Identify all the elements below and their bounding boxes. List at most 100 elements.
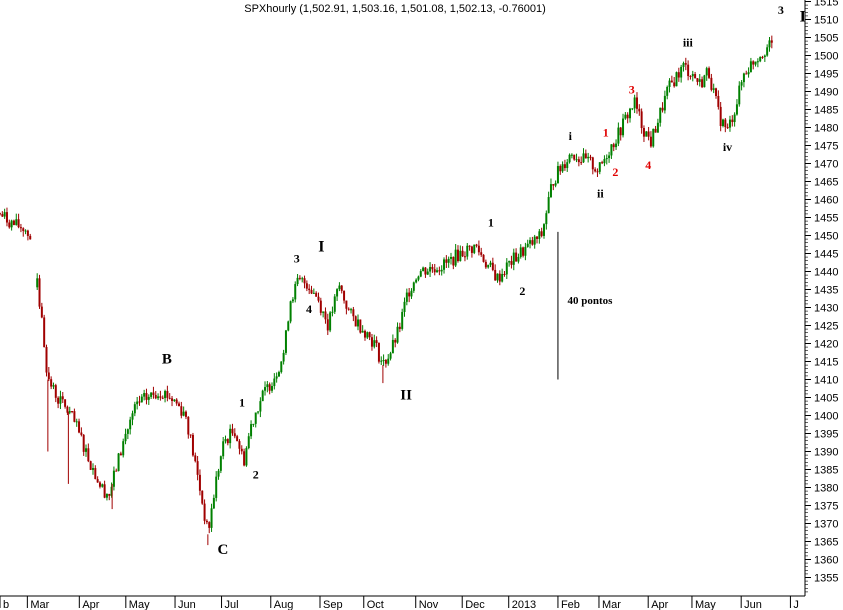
- candle-body: [412, 282, 415, 291]
- candle-body: [719, 106, 722, 127]
- candle-body: [17, 219, 20, 228]
- candle-body: [78, 421, 81, 433]
- candle-body: [322, 311, 325, 313]
- candle-body: [71, 411, 74, 413]
- candle-body: [289, 301, 292, 322]
- candle-body: [75, 421, 78, 423]
- candle-body: [315, 292, 318, 297]
- candle-body: [635, 97, 638, 109]
- candle-body: [173, 399, 176, 401]
- candle-body: [663, 95, 666, 111]
- y-tick-label: 1365: [814, 537, 838, 549]
- candle-body: [766, 47, 769, 56]
- candle-body: [291, 299, 294, 302]
- candle-body: [264, 387, 267, 391]
- candle-body: [108, 493, 111, 496]
- candle-body: [617, 127, 620, 144]
- candle-body: [398, 326, 401, 329]
- candle-body: [515, 252, 518, 262]
- y-tick-label: 1375: [814, 501, 838, 513]
- candle-body: [768, 40, 771, 48]
- candle-body: [66, 406, 69, 413]
- wave-label: 2: [612, 165, 618, 179]
- candle-body: [405, 292, 408, 302]
- candle-body: [438, 270, 441, 272]
- candle-body: [538, 231, 541, 239]
- candle-body: [575, 159, 578, 161]
- candle-body: [189, 434, 192, 436]
- wave-label: 1: [488, 216, 494, 230]
- y-tick-label: 1515: [814, 0, 838, 9]
- x-tick-label: Apr: [651, 599, 668, 610]
- candle-body: [433, 269, 436, 273]
- candle-body: [747, 72, 750, 75]
- candle-body: [689, 76, 692, 78]
- candle-body: [287, 321, 290, 331]
- y-tick-label: 1360: [814, 555, 838, 567]
- candle-body: [96, 479, 99, 483]
- candle-body: [354, 316, 357, 327]
- candle-body: [47, 372, 50, 380]
- candle-body: [210, 508, 213, 528]
- candle-body: [426, 271, 429, 275]
- y-tick-label: 1380: [814, 483, 838, 495]
- candle-body: [296, 277, 299, 285]
- candle-body: [554, 183, 557, 186]
- candle-body: [252, 423, 255, 425]
- y-tick-label: 1450: [814, 231, 838, 243]
- candle-body: [387, 358, 390, 364]
- candle-body: [224, 439, 227, 442]
- x-tick-label: b: [3, 599, 9, 610]
- candle-body: [261, 390, 264, 402]
- candle-body: [117, 453, 120, 472]
- y-tick-label: 1435: [814, 285, 838, 297]
- wave-label: 3: [778, 3, 784, 17]
- candle-body: [240, 448, 243, 452]
- candle-body: [698, 79, 701, 82]
- y-tick-label: 1415: [814, 357, 838, 369]
- y-tick-label: 1420: [814, 339, 838, 351]
- wave-label: iv: [723, 140, 732, 154]
- candle-body: [161, 397, 164, 399]
- candle-body: [403, 301, 406, 312]
- y-tick-label: 1495: [814, 69, 838, 81]
- candle-body: [229, 428, 232, 444]
- candle-body: [640, 111, 643, 129]
- candle-body: [94, 468, 97, 480]
- candle-body: [705, 68, 708, 76]
- candle-body: [310, 290, 313, 294]
- candle-body: [236, 436, 239, 442]
- candle-body: [580, 162, 583, 164]
- candle-body: [29, 235, 32, 240]
- y-tick-label: 1430: [814, 303, 838, 315]
- y-tick-label: 1370: [814, 519, 838, 531]
- candle-body: [98, 482, 101, 487]
- wave-label: iii: [683, 36, 694, 50]
- candle-body: [501, 273, 504, 282]
- candle-body: [436, 270, 439, 273]
- wave-label: 3: [629, 82, 635, 96]
- candle-body: [459, 250, 462, 262]
- candle-body: [357, 319, 360, 327]
- candle-body: [670, 80, 673, 83]
- candle-body: [164, 390, 167, 399]
- candle-body: [763, 55, 766, 58]
- candle-body: [410, 290, 413, 297]
- candle-body: [526, 243, 529, 247]
- candle-body: [477, 245, 480, 253]
- candlestick-series: [0, 35, 773, 546]
- candle-body: [647, 131, 650, 137]
- candle-body: [598, 162, 601, 172]
- candle-body: [668, 80, 671, 87]
- candle-body: [152, 392, 155, 395]
- candle-body: [329, 312, 332, 331]
- candle-body: [219, 456, 222, 471]
- candle-body: [43, 317, 46, 348]
- candle-body: [391, 339, 394, 354]
- candle-body: [443, 259, 446, 270]
- candle-body: [675, 72, 678, 87]
- candle-body: [101, 484, 104, 487]
- y-tick-label: 1385: [814, 465, 838, 477]
- candle-body: [431, 266, 434, 270]
- candle-body: [759, 56, 762, 62]
